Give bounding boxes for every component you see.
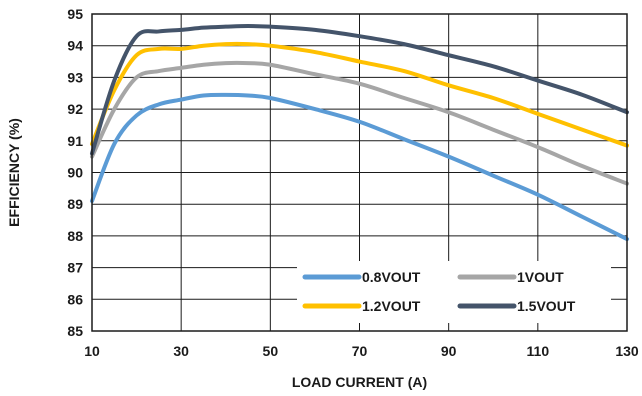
- series-lines: [90, 24, 629, 242]
- x-axis-label: LOAD CURRENT (A): [292, 374, 427, 390]
- x-tick-labels: 10 30 50 70 90 110 130: [84, 343, 639, 359]
- x-tick-label: 130: [615, 343, 639, 359]
- series-line-1vout: [90, 60, 629, 186]
- y-tick-label: 89: [67, 196, 83, 212]
- series-line-1-5vout: [90, 24, 629, 156]
- x-tick-label: 90: [441, 343, 457, 359]
- legend-label-0-8vout: 0.8VOUT: [362, 269, 421, 285]
- y-tick-label: 87: [67, 260, 83, 276]
- y-tick-label: 91: [67, 133, 83, 149]
- legend-box: [297, 261, 611, 323]
- series-line-0-8vout: [90, 92, 629, 242]
- y-tick-label: 90: [67, 165, 83, 181]
- y-tick-label: 85: [67, 323, 83, 339]
- y-tick-label: 92: [67, 101, 83, 117]
- x-tick-label: 110: [527, 343, 550, 359]
- y-tick-label: 94: [67, 38, 83, 54]
- legend-label-1-5vout: 1.5VOUT: [517, 298, 576, 314]
- y-tick-label: 86: [67, 291, 83, 307]
- x-tick-label: 10: [84, 343, 100, 359]
- y-axis-label: EFFICIENCY (%): [6, 118, 22, 227]
- series-line-1-2vout: [90, 41, 629, 148]
- legend-label-1-2vout: 1.2VOUT: [362, 298, 421, 314]
- x-tick-label: 70: [352, 343, 368, 359]
- y-tick-label: 93: [67, 69, 83, 85]
- x-tick-label: 50: [263, 343, 279, 359]
- plot-frame: [91, 13, 628, 332]
- y-tick-label: 95: [67, 6, 83, 22]
- legend-label-1vout: 1VOUT: [517, 269, 564, 285]
- x-tick-label: 30: [173, 343, 189, 359]
- y-tick-label: 88: [67, 228, 83, 244]
- legend: 0.8VOUT 1VOUT 1.2VOUT 1.5VOUT: [297, 261, 611, 323]
- y-tick-labels: 85 86 87 88 89 90 91 92 93 94 95: [67, 6, 83, 339]
